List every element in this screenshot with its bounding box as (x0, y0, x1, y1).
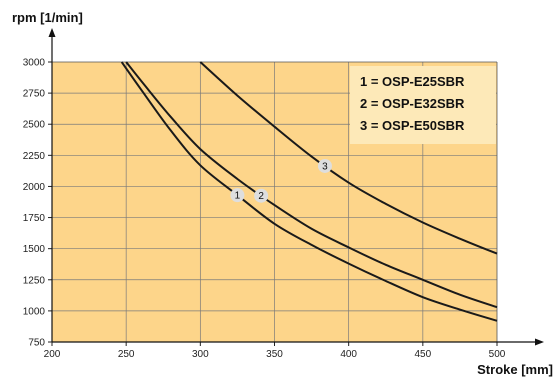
x-axis-arrow (535, 338, 544, 346)
series-marker-1 (230, 188, 245, 203)
y-axis-arrow (48, 28, 56, 37)
x-tick-450: 450 (414, 349, 431, 360)
y-tick-2000: 2000 (23, 182, 46, 193)
x-tick-500: 500 (489, 349, 506, 360)
y-tick-3000: 3000 (23, 58, 46, 69)
series-marker-3 (317, 158, 332, 173)
y-tick-1250: 1250 (23, 275, 46, 286)
series-markers: 1 2 3 (230, 158, 332, 203)
series-lines (120, 61, 498, 322)
series-line-1 (120, 61, 498, 322)
x-tick-250: 250 (118, 349, 135, 360)
x-tick-labels: 200 250 300 350 400 450 500 (44, 342, 506, 360)
series-marker-label-1: 1 (235, 191, 241, 202)
y-tick-1500: 1500 (23, 244, 46, 255)
x-tick-300: 300 (192, 349, 209, 360)
legend-entry-1: 1 = OSP-E25SBR (360, 74, 465, 89)
legend-entry-2: 2 = OSP-E32SBR (360, 96, 465, 111)
y-tick-2500: 2500 (23, 120, 46, 131)
legend-entry-3: 3 = OSP-E50SBR (360, 118, 465, 133)
y-tick-1000: 1000 (23, 306, 46, 317)
x-tick-200: 200 (44, 349, 61, 360)
x-tick-350: 350 (266, 349, 283, 360)
series-line-2 (125, 61, 498, 309)
y-tick-2750: 2750 (23, 89, 46, 100)
series-line-3 (199, 61, 498, 255)
y-tick-750: 750 (28, 338, 45, 349)
legend-box (350, 66, 496, 144)
y-tick-2250: 2250 (23, 151, 46, 162)
y-tick-labels: 750 1000 1250 1500 1750 2000 2250 2500 2750 3000 (23, 58, 52, 349)
axes (48, 28, 544, 346)
y-tick-1750: 1750 (23, 213, 46, 224)
legend: 1 = OSP-E25SBR 2 = OSP-E32SBR 3 = OSP-E50S… (350, 66, 496, 144)
grid-lines (52, 62, 497, 342)
series-marker-2 (254, 188, 269, 203)
x-tick-400: 400 (340, 349, 357, 360)
y-axis-title: rpm [1/min] (12, 10, 83, 25)
x-axis-title: Stroke [mm] (477, 362, 553, 377)
series-marker-label-2: 2 (258, 191, 264, 202)
series-marker-label-3: 3 (322, 161, 328, 172)
